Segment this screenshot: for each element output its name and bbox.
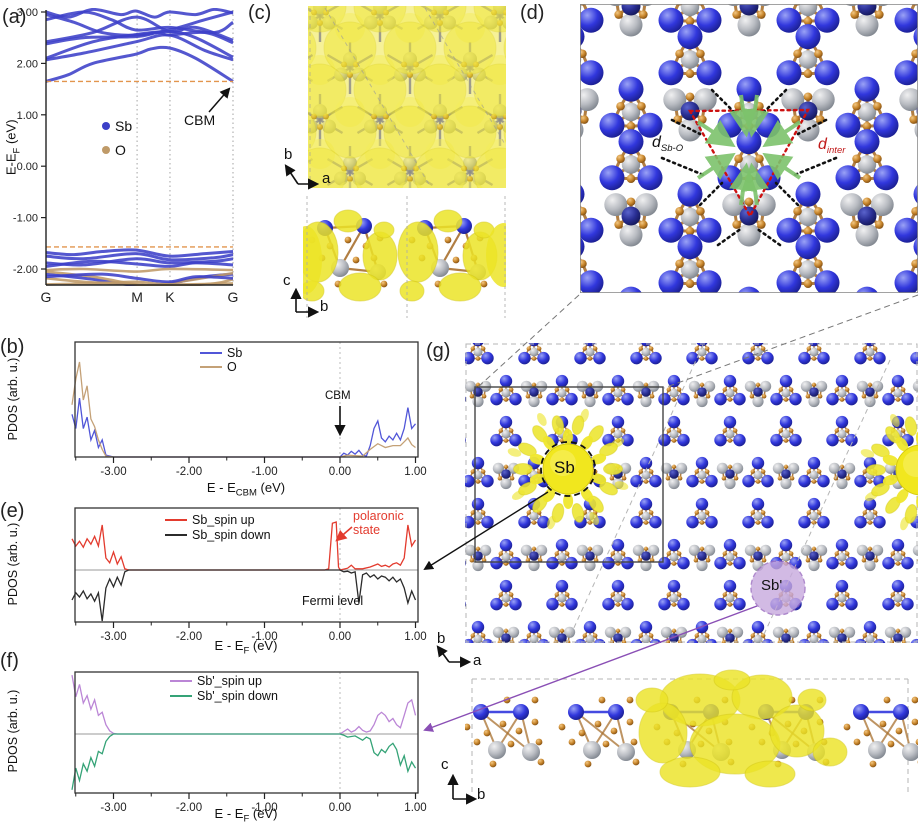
pdos-b-y-axis-label: PDOS (arb. u.)	[6, 357, 20, 441]
d-inter-distance-label: dinter	[818, 136, 846, 157]
pdos-f-x-axis-label: E - EF (eV)	[214, 806, 278, 825]
svg-text:-3.00: -3.00	[100, 466, 126, 478]
d-sb-o-distance-label: dSb-O	[652, 134, 684, 155]
band-legend-sb: Sb	[102, 118, 132, 134]
cbm-annotation-b: CBM	[325, 390, 351, 402]
panel-label-c: (c)	[248, 2, 272, 24]
pdos-e-x-axis-label: E - EF (eV)	[214, 638, 278, 657]
panel-label-g: (g)	[426, 340, 451, 362]
svg-text:1.00: 1.00	[404, 466, 426, 478]
g-sb-site-label: Sb	[554, 458, 575, 477]
o-line-marker	[200, 366, 222, 368]
svg-text:0.00: 0.00	[329, 466, 351, 478]
svg-text:1.00: 1.00	[404, 631, 426, 643]
pdos-f-legend-up: Sb'_spin up	[170, 674, 262, 688]
pdos-b-legend-o: O	[200, 360, 237, 374]
c-top-axis-a: a	[322, 170, 331, 187]
spin-down-line-marker	[170, 695, 192, 697]
sb-dot-marker	[102, 122, 110, 130]
svg-text:M: M	[131, 289, 143, 305]
pdos-f-chart: -3.00 -2.00 -1.00 0.00 1.00	[71, 671, 427, 814]
structure-d	[580, 4, 918, 293]
svg-text:-3.00: -3.00	[100, 631, 126, 643]
pdos-e-legend-up: Sb_spin up	[165, 513, 255, 527]
o-dot-marker	[102, 146, 110, 154]
svg-text:0.00: 0.00	[329, 631, 351, 643]
structure-c-top	[308, 6, 506, 188]
sb-line-marker	[200, 352, 222, 354]
svg-text:-1.00: -1.00	[251, 631, 277, 643]
c-bot-axis-b: b	[320, 298, 329, 315]
spin-down-line-marker	[165, 534, 187, 536]
polaronic-arrow	[335, 526, 353, 542]
svg-text:-2.00: -2.00	[176, 802, 202, 814]
overlay-annotations	[208, 87, 919, 805]
panel-label-a: (a)	[2, 6, 27, 28]
svg-text:G: G	[228, 289, 239, 305]
svg-text:-2.00: -2.00	[176, 466, 202, 478]
structure-c-bottom	[303, 193, 506, 320]
g-axis-a: a	[473, 652, 482, 669]
c-top-axis-b: b	[284, 146, 293, 163]
sb-to-e-arrow	[423, 491, 549, 571]
side-axis-c: c	[441, 756, 449, 773]
svg-text:2.00: 2.00	[17, 58, 38, 70]
svg-text:-1.00: -1.00	[13, 213, 38, 225]
panel-label-b: (b)	[0, 336, 25, 358]
panel-label-d: (d)	[520, 2, 545, 24]
c-bot-axis-c: c	[283, 272, 291, 289]
pdos-e-legend-down: Sb_spin down	[165, 528, 271, 542]
polaronic-state-label-1: polaronic	[353, 509, 404, 523]
g-axis-b: b	[437, 630, 446, 647]
structure-g	[465, 343, 918, 643]
svg-text:-1.00: -1.00	[251, 802, 277, 814]
svg-text:-3.00: -3.00	[100, 802, 126, 814]
sbprime-to-f-arrow	[423, 605, 758, 732]
pdos-e-y-axis-label: PDOS (arb. u.)	[6, 522, 20, 606]
svg-text:-2.00: -2.00	[176, 631, 202, 643]
pdos-e-chart: -3.00 -2.00 -1.00 0.00 1.00	[71, 507, 427, 643]
spin-up-line-marker	[165, 519, 187, 521]
pdos-f-y-axis-label: PDOS (arb. u.)	[6, 689, 20, 773]
pdos-b-x-axis-label: E - ECBM (eV)	[206, 480, 286, 499]
cbm-annotation-a: CBM	[184, 112, 216, 128]
svg-text:G: G	[41, 289, 52, 305]
band-legend-o: O	[102, 142, 126, 158]
panel-label-e: (e)	[0, 500, 25, 522]
spin-up-line-marker	[170, 680, 192, 682]
connector-d-right	[663, 294, 919, 389]
svg-text:0.00: 0.00	[329, 802, 351, 814]
svg-text:3.00: 3.00	[17, 7, 38, 19]
svg-text:K: K	[165, 289, 175, 305]
g-sb-prime-site-label: Sb'	[761, 577, 783, 594]
svg-text:-2.00: -2.00	[13, 264, 38, 276]
structure-side-view	[465, 648, 918, 798]
svg-text:0.00: 0.00	[17, 161, 38, 173]
pdos-b-chart: -3.00 -2.00 -1.00 0.00 1.00	[71, 341, 427, 478]
polaronic-state-label-2: state	[353, 523, 381, 537]
band-structure-chart: 3.00 2.00 1.00 0.00 -1.00 -2.00 G M K G	[13, 7, 239, 305]
side-axis-b: b	[477, 786, 486, 803]
panel-label-f: (f)	[0, 650, 19, 672]
pdos-f-legend-down: Sb'_spin down	[170, 689, 278, 703]
pdos-b-legend-sb: Sb	[200, 346, 242, 360]
connector-d-left	[477, 294, 580, 388]
svg-text:1.00: 1.00	[17, 110, 38, 122]
band-y-axis-label: E-EF (eV)	[3, 119, 23, 176]
svg-text:1.00: 1.00	[404, 802, 426, 814]
cbm-arrow-a	[208, 87, 231, 113]
svg-text:-1.00: -1.00	[251, 466, 277, 478]
fermi-level-label: Fermi level	[302, 594, 364, 608]
